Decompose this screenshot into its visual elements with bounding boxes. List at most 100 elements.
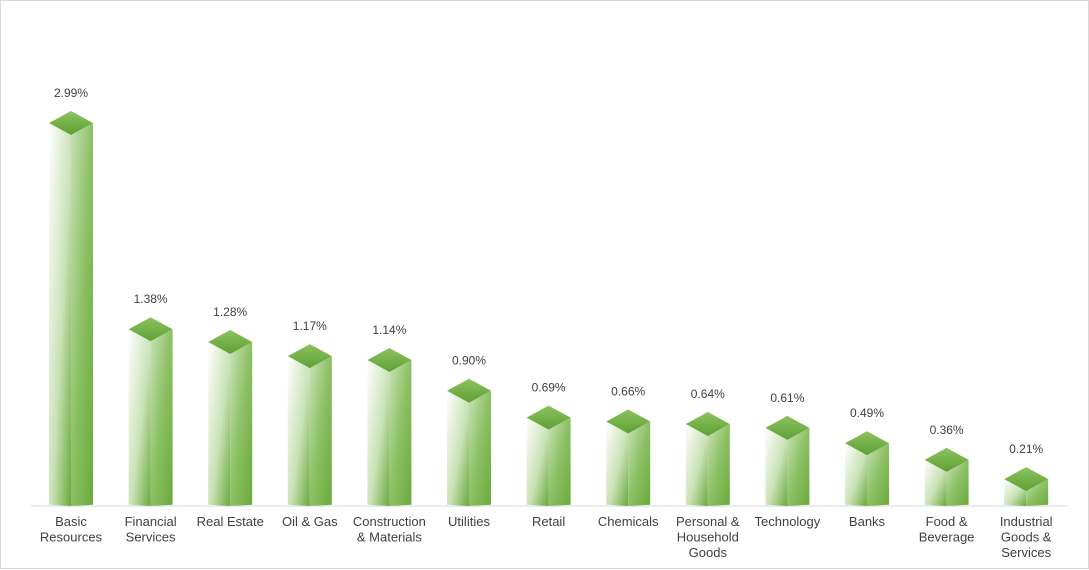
bar-11	[845, 431, 889, 506]
category-label-line: Utilities	[448, 514, 490, 529]
category-label: Industrial Goods & Services	[1000, 514, 1053, 560]
category-label-line: Real Estate	[197, 514, 264, 529]
bar-2	[128, 317, 173, 506]
category-label-line: Food &	[926, 514, 968, 529]
bar-top	[924, 447, 969, 472]
bar-top	[606, 409, 651, 434]
bar-left-face	[924, 459, 947, 506]
bar-6	[447, 378, 491, 506]
bar-top	[367, 347, 412, 372]
data-label: 2.99%	[54, 86, 88, 100]
data-label: 0.66%	[611, 384, 645, 398]
bar-top	[128, 317, 173, 342]
bar-left-face	[287, 356, 310, 506]
data-label: 1.17%	[293, 319, 327, 333]
data-label: 0.69%	[532, 381, 566, 395]
bar-8	[606, 409, 651, 506]
data-label: 0.61%	[770, 391, 804, 405]
data-label: 1.28%	[213, 305, 247, 319]
category-label-line: Construction	[353, 514, 426, 529]
category-label: Real Estate	[197, 514, 264, 529]
bar-right-face	[150, 329, 173, 506]
bar-1	[49, 111, 93, 506]
data-label: 0.21%	[1009, 442, 1043, 456]
bar-left-face	[685, 424, 708, 506]
bar-right-face	[469, 390, 491, 506]
bar-left-face	[1004, 479, 1027, 506]
bar-top	[208, 330, 253, 355]
category-label-line: Services	[1001, 545, 1051, 560]
bar-10	[765, 415, 810, 506]
bar-right-face	[1026, 479, 1049, 506]
bar-right-face	[787, 427, 810, 506]
bar-7	[526, 405, 571, 506]
bar-left-face	[845, 443, 867, 506]
category-label-line: Basic	[55, 514, 87, 529]
data-label: 1.38%	[134, 292, 168, 306]
bar-right-face	[389, 359, 412, 506]
category-label-line: Chemicals	[598, 514, 659, 529]
bar-13	[1004, 467, 1049, 506]
data-label: 0.64%	[691, 387, 725, 401]
category-label-line: Technology	[755, 514, 821, 529]
data-label: 0.36%	[930, 423, 964, 437]
category-label-line: Beverage	[919, 530, 975, 545]
bar-12	[924, 447, 969, 506]
category-label: Basic Resources	[40, 514, 103, 545]
category-label-line: Personal &	[676, 514, 740, 529]
category-label-line: Goods	[689, 545, 728, 560]
bar-right-face	[628, 421, 651, 506]
bar-left-face	[49, 123, 71, 506]
category-label: Chemicals	[598, 514, 659, 529]
category-label-line: Resources	[40, 530, 103, 545]
bar-left-face	[208, 342, 231, 506]
category-label: Food & Beverage	[919, 514, 975, 545]
bar-right-face	[867, 443, 889, 506]
bar-top	[1004, 467, 1049, 492]
bar-left-face	[526, 417, 549, 506]
data-label: 0.90%	[452, 354, 486, 368]
bar-5	[367, 347, 412, 506]
category-label: Personal & Household Goods	[676, 514, 740, 560]
bar-top	[287, 344, 332, 369]
category-label: Technology	[755, 514, 821, 529]
bar-3	[208, 330, 253, 506]
bar-left-face	[128, 329, 151, 506]
bar-top	[765, 415, 810, 440]
category-label-line: Services	[126, 530, 176, 545]
data-label: 1.14%	[372, 323, 406, 337]
bar-top	[447, 378, 491, 403]
category-label-line: Financial	[125, 514, 177, 529]
bar-right-face	[230, 342, 253, 506]
bar-4	[287, 344, 332, 506]
bar-left-face	[606, 421, 629, 506]
bar-left-face	[447, 390, 469, 506]
category-label-line: Household	[677, 530, 739, 545]
bar-top	[526, 405, 571, 430]
category-label: Retail	[532, 514, 565, 529]
bar-right-face	[707, 424, 730, 506]
category-label-line: Oil & Gas	[282, 514, 338, 529]
bar-left-face	[765, 427, 788, 506]
category-label: Financial Services	[125, 514, 177, 545]
bar-top	[845, 431, 889, 456]
bar-top	[685, 412, 730, 437]
bar-top	[49, 111, 93, 135]
data-label: 0.49%	[850, 406, 884, 420]
bar-9	[685, 412, 730, 506]
category-label-line: Industrial	[1000, 514, 1053, 529]
category-label: Construction & Materials	[353, 514, 426, 545]
category-label: Utilities	[448, 514, 490, 529]
bar-left-face	[367, 359, 390, 506]
bar-right-face	[71, 123, 93, 506]
bar-right-face	[946, 459, 969, 506]
category-label: Oil & Gas	[282, 514, 338, 529]
bar-right-face	[309, 356, 332, 506]
category-label-line: & Materials	[357, 530, 423, 545]
category-label-line: Goods &	[1001, 530, 1052, 545]
category-label: Banks	[849, 514, 886, 529]
category-label-line: Banks	[849, 514, 886, 529]
bar-right-face	[548, 417, 571, 506]
